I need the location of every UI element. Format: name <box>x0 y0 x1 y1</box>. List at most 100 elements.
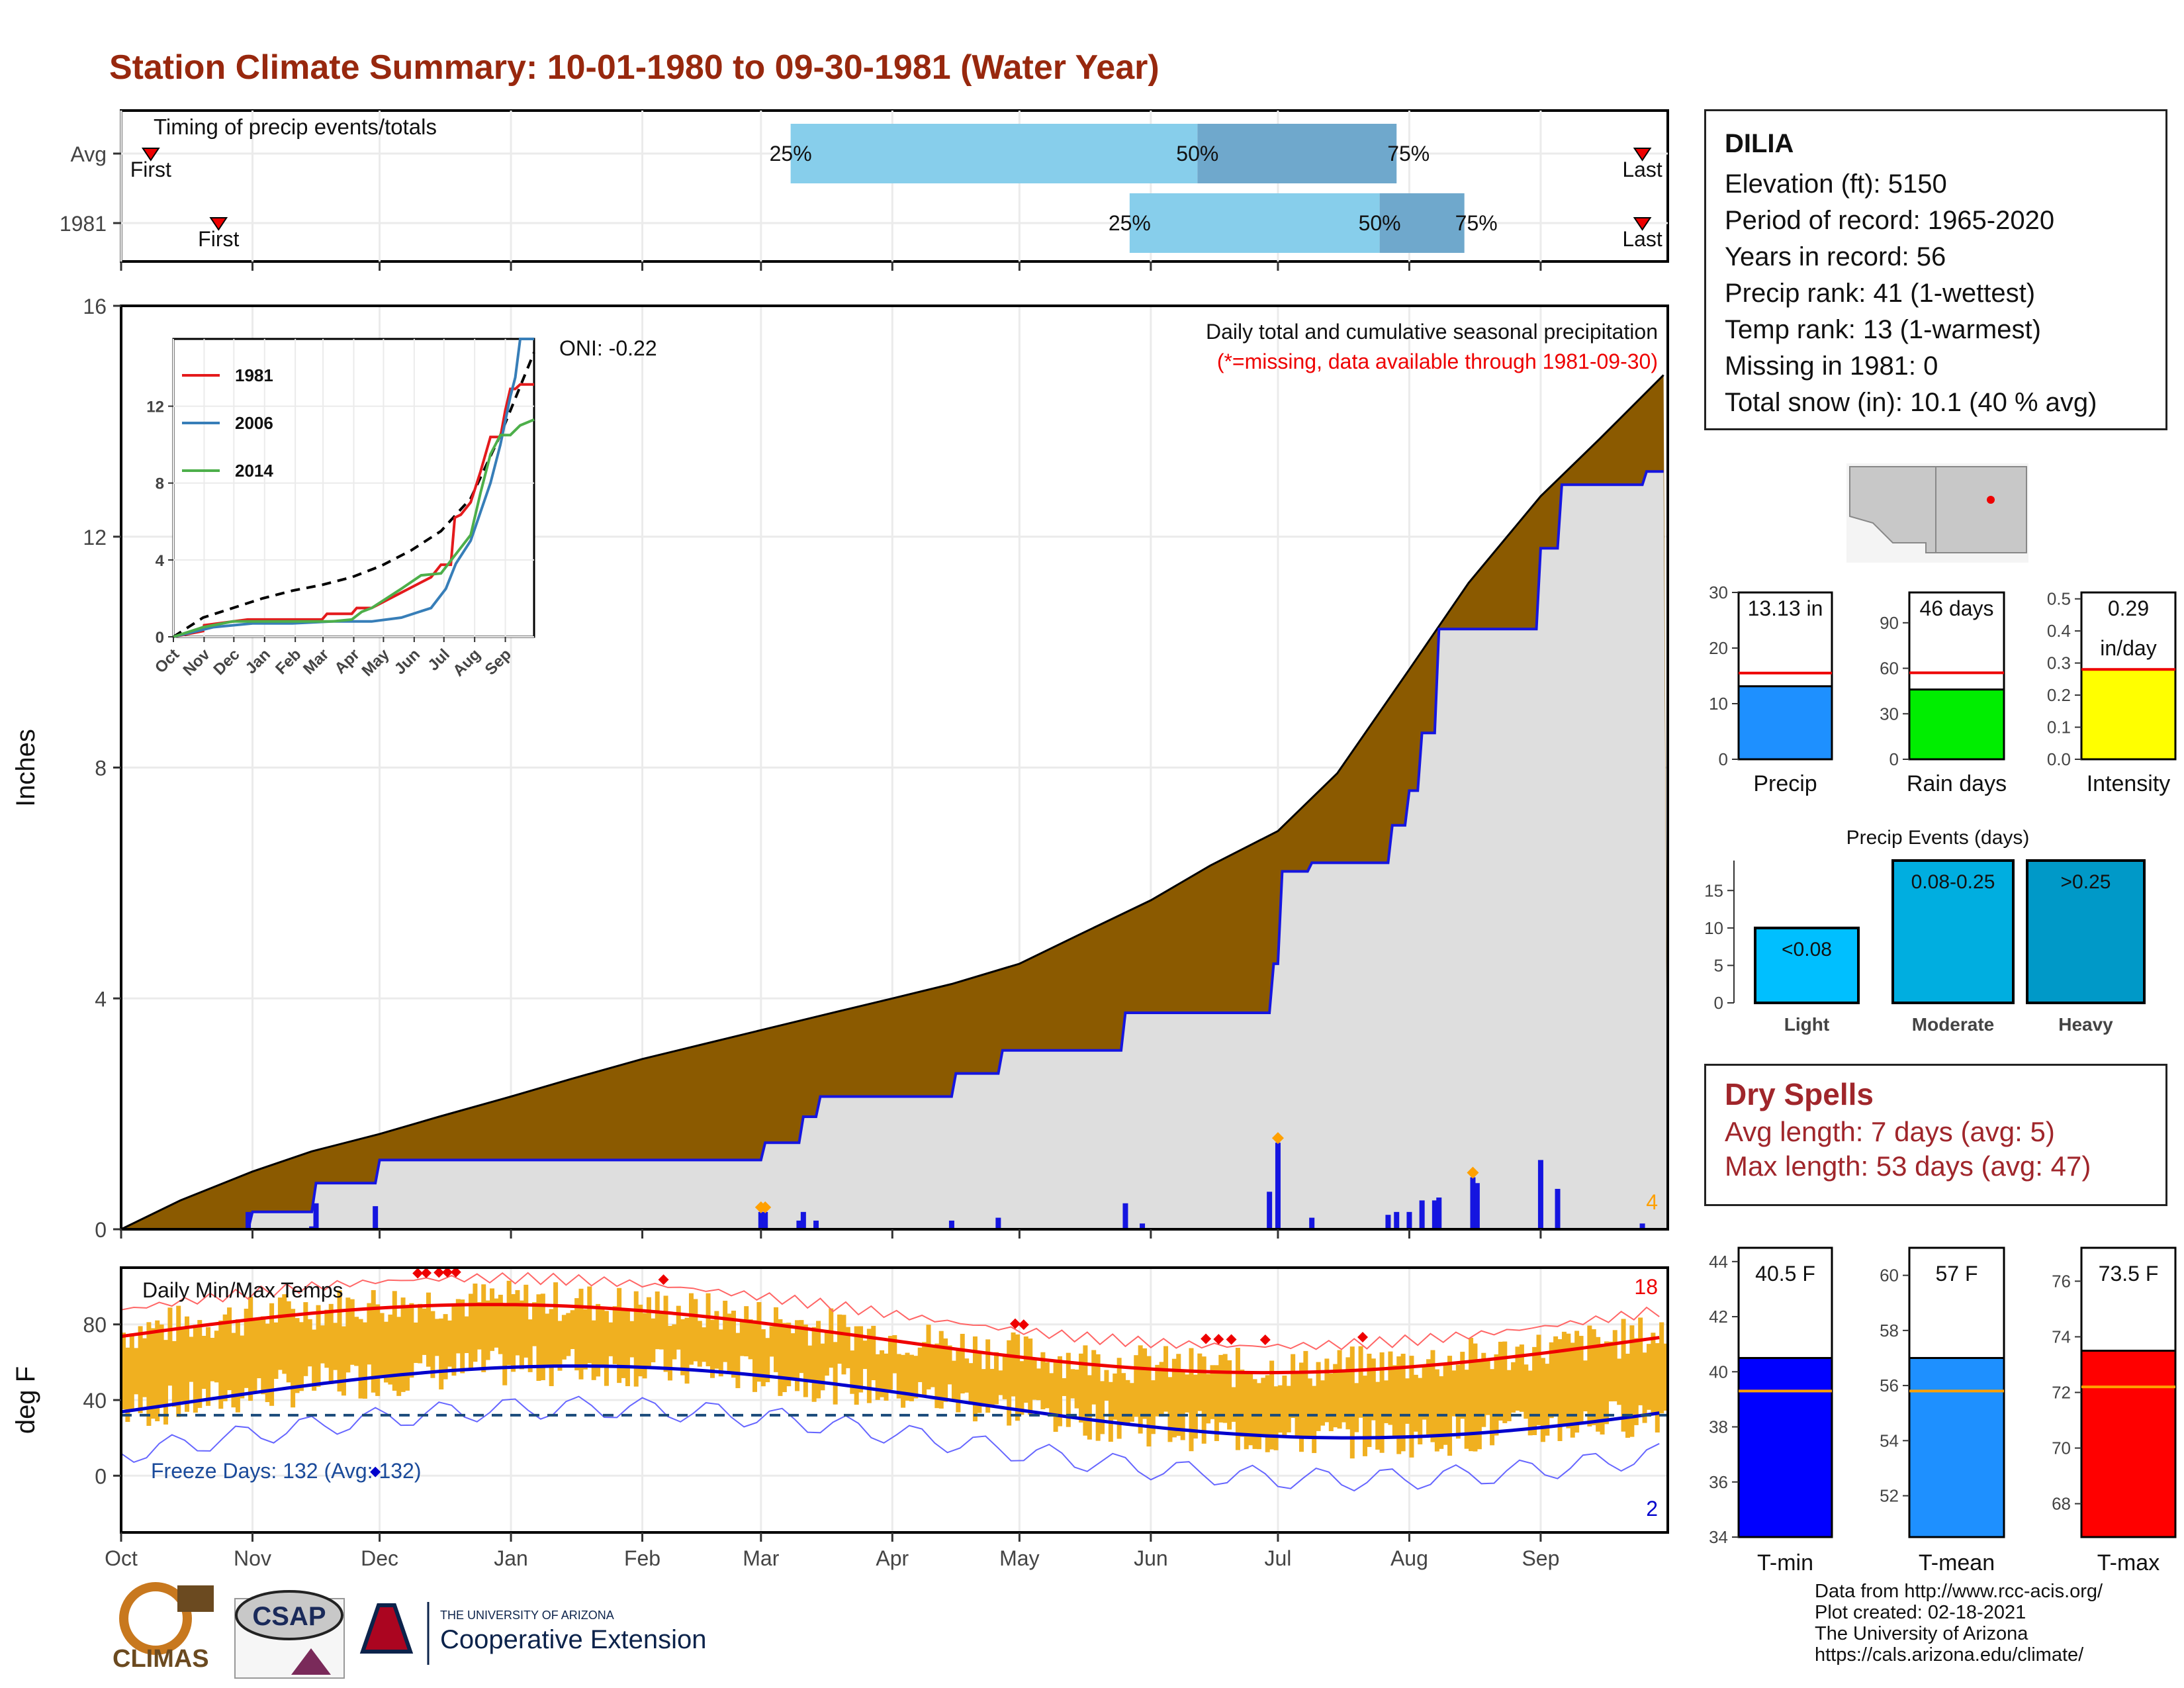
daily-temp-bar <box>1617 1358 1622 1405</box>
temp-summary-bar <box>1908 1356 2005 1538</box>
daily-temp-bar <box>655 1291 660 1350</box>
csap-mountain-icon <box>291 1648 331 1675</box>
summary-bar-value: 46 days <box>1919 596 1993 620</box>
daily-temp-bar <box>163 1340 169 1425</box>
timing-row-label: Avg <box>70 142 107 166</box>
daily-temp-bar <box>210 1338 215 1382</box>
daily-temp-bar <box>485 1300 490 1360</box>
precip-event-bar <box>1891 859 2015 1004</box>
daily-temp-bar <box>587 1286 592 1364</box>
timing-q25-label: 25% <box>770 142 812 165</box>
daily-temp-bar <box>1515 1346 1520 1411</box>
daily-temp-bar <box>960 1333 965 1394</box>
daily-temp-bar <box>1464 1370 1469 1449</box>
daily-precip-bar <box>1537 1160 1543 1229</box>
credit-line: Data from http://www.rcc-acis.org/ <box>1815 1581 2103 1602</box>
daily-temp-bar <box>1608 1341 1614 1402</box>
summary-ytick-label: 0 <box>1889 749 1899 769</box>
events-ytick-label: 5 <box>1714 955 1723 975</box>
summary-ytick-label: 0.1 <box>2047 718 2071 737</box>
daily-temp-bar <box>816 1321 821 1399</box>
daily-temp-bar <box>1155 1364 1160 1417</box>
daily-temp-bar <box>490 1288 495 1351</box>
daily-temp-bar <box>774 1307 779 1372</box>
daily-temp-bar <box>1108 1382 1113 1442</box>
daily-temp-bar <box>1011 1332 1016 1397</box>
climas-logo-icon <box>119 1582 192 1655</box>
snow-marker <box>1467 1166 1479 1179</box>
daily-temp-bar <box>222 1314 228 1401</box>
inset-legend-label: 2006 <box>235 413 273 433</box>
daily-temp-bar <box>1282 1375 1287 1436</box>
summary-bar-name: Intensity <box>2087 771 2171 796</box>
timing-first-marker <box>141 148 160 162</box>
daily-temp-bar <box>875 1354 880 1400</box>
daily-temp-bar <box>591 1320 596 1380</box>
daily-temp-bar <box>1150 1380 1156 1434</box>
daily-temp-bar <box>1506 1370 1512 1421</box>
daily-temp-bar <box>646 1297 651 1368</box>
daily-temp-bar <box>1511 1362 1516 1413</box>
daily-temp-bar <box>1261 1378 1266 1436</box>
dry-spells-panel: Dry Spells Avg length: 7 days (avg: 5) M… <box>1704 1064 2167 1206</box>
daily-temp-bar <box>1582 1360 1588 1412</box>
temp-bar-ytick-label: 52 <box>1880 1486 1899 1506</box>
daily-temp-bar <box>1316 1362 1321 1431</box>
daily-temp-bar <box>964 1358 970 1393</box>
daily-temp-bar <box>765 1338 770 1383</box>
daily-temp-bar <box>150 1328 156 1419</box>
temp-bar-value: 57 F <box>1935 1262 1978 1286</box>
daily-temp-bar <box>854 1326 859 1405</box>
locator-map <box>1846 463 2028 563</box>
daily-temp-bar <box>667 1326 672 1381</box>
summary-ytick-label: 0.0 <box>2047 749 2071 769</box>
record-high-marker <box>1226 1334 1237 1345</box>
daily-temp-bar <box>693 1299 698 1362</box>
daily-temp-bar <box>277 1297 283 1370</box>
daily-temp-bar <box>557 1321 563 1371</box>
daily-temp-bar <box>540 1293 545 1380</box>
month-tick-label: May <box>999 1546 1039 1570</box>
timing-bar-early <box>790 124 1198 183</box>
daily-temp-bar <box>545 1313 550 1366</box>
daily-temp-bar <box>1426 1359 1432 1436</box>
daily-temp-bar <box>1460 1352 1465 1419</box>
daily-temp-bar <box>617 1288 622 1383</box>
precip-event-label: 0.08-0.25 <box>1911 871 1995 893</box>
precip-missing-note: (*=missing, data available through 1981-… <box>1217 350 1658 373</box>
daily-temp-bar <box>197 1320 203 1408</box>
daily-temp-bar <box>1028 1338 1033 1415</box>
csap-cloud-icon <box>235 1590 343 1640</box>
daily-temp-bar <box>439 1318 444 1389</box>
dry-spells-avg: Avg length: 7 days (avg: 5) <box>1725 1116 2055 1147</box>
daily-precip-bar <box>1309 1217 1315 1229</box>
daily-temp-bar <box>354 1317 359 1366</box>
summary-ytick-label: 20 <box>1709 638 1728 658</box>
daily-temp-bar <box>502 1303 508 1385</box>
daily-temp-bar <box>1451 1370 1457 1417</box>
precip-event-label: <0.08 <box>1782 939 1832 961</box>
timing-bar-early <box>1129 193 1380 253</box>
station-location-dot <box>1987 496 1995 504</box>
daily-temp-bar <box>1091 1350 1097 1405</box>
daily-temp-bar <box>409 1303 414 1378</box>
daily-temp-bar <box>1189 1348 1194 1452</box>
inset-ytick-label: 4 <box>156 552 165 570</box>
precip-event-bar <box>1754 926 1860 1005</box>
timing-last-marker <box>1633 148 1652 162</box>
daily-temp-bar <box>1193 1374 1198 1439</box>
daily-precip-bar <box>1406 1211 1412 1229</box>
daily-temp-bar <box>905 1352 910 1401</box>
daily-temp-bar <box>799 1320 804 1374</box>
summary-bar-name: Precip <box>1753 771 1817 796</box>
daily-temp-bar <box>1201 1356 1206 1444</box>
daily-temp-bar <box>138 1326 143 1413</box>
inset-ytick-label: 12 <box>146 399 164 416</box>
daily-temp-bar <box>1612 1330 1617 1401</box>
daily-temp-bar <box>1222 1354 1228 1423</box>
daily-temp-bar <box>977 1352 982 1413</box>
month-tick-label: Jan <box>494 1546 528 1570</box>
climas-logo-text: CLIMAS <box>113 1645 209 1673</box>
summary-ytick-label: 0.2 <box>2047 685 2071 705</box>
precip-y-axis-label: Inches <box>11 729 40 807</box>
